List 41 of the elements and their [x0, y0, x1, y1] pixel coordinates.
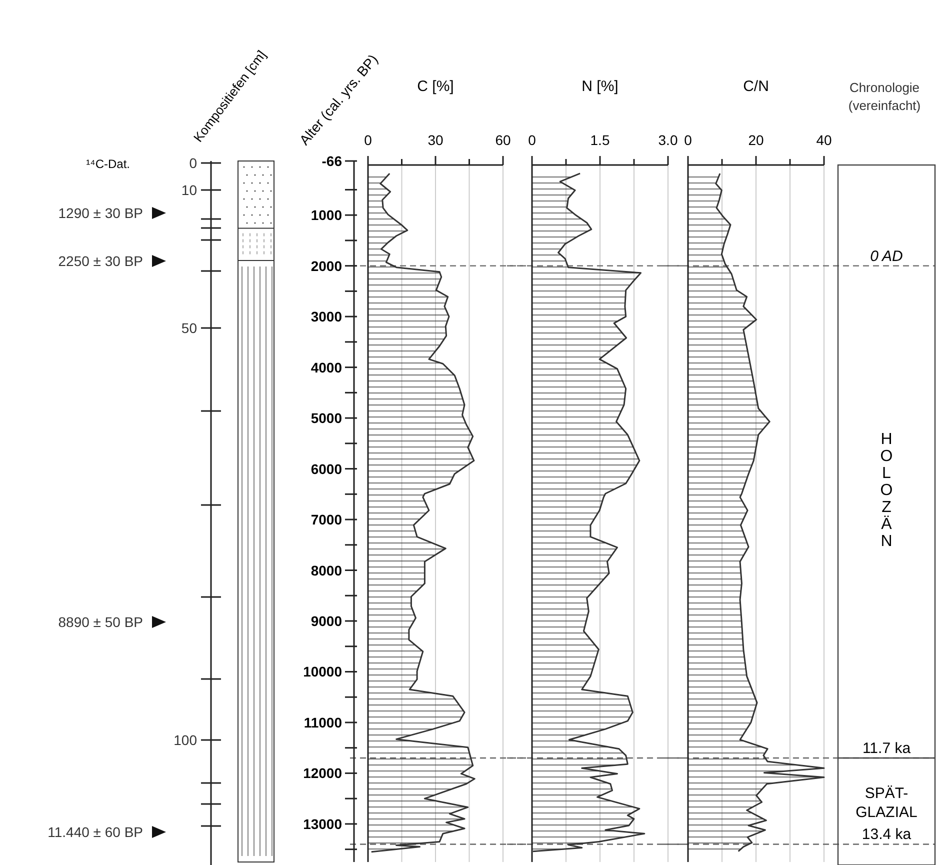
y-tick-label: 2000: [310, 258, 342, 274]
ref-line-label: 0 AD: [870, 248, 904, 265]
y-tick-label: 4000: [310, 359, 342, 376]
x-tick-label: 60: [495, 132, 511, 148]
y-tick-label: 12000: [303, 765, 342, 782]
text: SPÄT-GLAZIAL: [856, 785, 918, 821]
text: 11.440 ± 60 BP: [48, 824, 143, 840]
text: 10: [181, 182, 198, 198]
y-tick-label: 7000: [310, 512, 342, 528]
y-tick-label: 1000: [310, 207, 342, 224]
ref-line-label: 11.7 ka: [862, 740, 912, 757]
x-tick-label: 1.5: [590, 132, 610, 148]
x-tick-label: 0: [528, 132, 536, 148]
ref-line-label: 13.4 ka: [862, 826, 912, 844]
x-tick-label: 20: [748, 132, 764, 148]
y-tick-label: 9000: [310, 612, 342, 629]
text: 100: [174, 732, 198, 748]
x-tick-label: 3.0: [658, 132, 678, 148]
chart-title: C/N: [743, 78, 769, 95]
x-tick-label: 0: [364, 132, 372, 148]
y-tick-label: 13000: [303, 816, 342, 832]
text: Chronologie (vereinfacht): [848, 80, 921, 113]
x-tick-label: 40: [816, 132, 832, 148]
chart-title: C [%]: [417, 78, 454, 95]
y-tick-label: 5000: [310, 410, 342, 426]
text: 8890 ± 50 BP: [58, 614, 143, 630]
x-tick-label: 30: [428, 132, 444, 148]
x-tick-label: 0: [684, 132, 692, 148]
text: 50: [181, 320, 198, 336]
y-tick-label: -66: [322, 153, 342, 169]
text: 1290 ± 30 BP: [58, 205, 143, 221]
text: 0: [189, 155, 198, 171]
y-tick-label: 10000: [303, 664, 342, 680]
y-tick-label: 6000: [310, 460, 342, 477]
y-tick-label: 11000: [304, 714, 342, 730]
text: 2250 ± 30 BP: [58, 253, 143, 269]
text: ¹⁴C-Dat.: [86, 157, 130, 171]
y-tick-label: 8000: [310, 562, 342, 578]
chart-title: N [%]: [582, 78, 618, 95]
y-tick-label: 3000: [310, 308, 342, 325]
text: HOLOZÄN: [880, 431, 893, 550]
